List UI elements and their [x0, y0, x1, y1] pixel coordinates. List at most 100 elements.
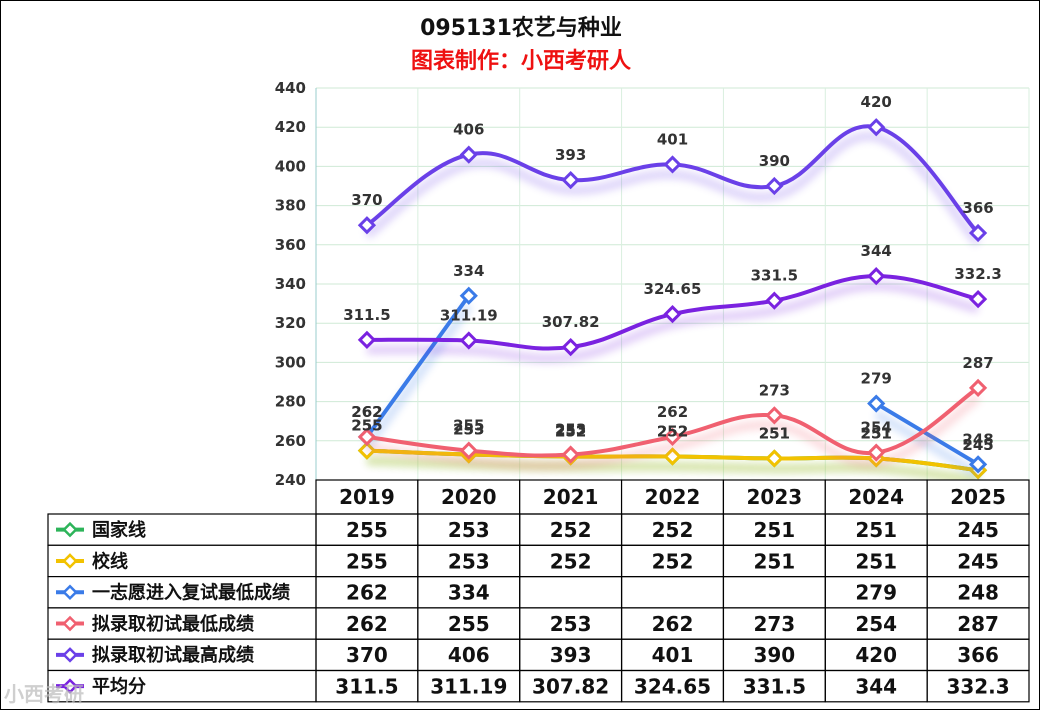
table-cell-value: 332.3 [946, 675, 1009, 699]
table-cell-value: 366 [957, 643, 999, 667]
table-cell-value: 252 [550, 549, 592, 573]
table-header-cell [315, 479, 419, 515]
legend-key-marker [62, 521, 78, 538]
table-cell-value: 279 [855, 581, 897, 605]
table-cell-value: 262 [652, 612, 694, 636]
table-cell-value: 344 [855, 675, 897, 699]
table-cell-value: 255 [448, 612, 490, 636]
data-point [867, 267, 886, 286]
x-tick-label: 2024 [848, 485, 904, 509]
legend-label: 拟录取初试最高成绩 [92, 644, 254, 666]
x-tick-label: 2021 [543, 485, 599, 509]
series-line-shadow [366, 281, 980, 364]
data-label: 251 [759, 424, 790, 442]
table-header-cell [926, 479, 1030, 515]
data-label: 279 [861, 370, 892, 388]
data-label: 252 [555, 422, 586, 440]
y-tick-label: 260 [275, 432, 306, 450]
legend-cell [47, 544, 317, 578]
data-label: 273 [759, 381, 790, 399]
legend-key-marker [62, 647, 78, 663]
chart-subtitle: 图表制作：小西考研人 [410, 49, 631, 74]
data-point [765, 406, 784, 425]
data-label: 420 [861, 93, 892, 111]
table-cell-value: 287 [957, 612, 999, 636]
data-label: 255 [351, 417, 382, 435]
y-tick-label: 420 [275, 118, 306, 136]
data-point [459, 331, 478, 350]
table-cell [519, 575, 623, 609]
table-header-cell [417, 479, 521, 515]
data-label: 262 [657, 403, 688, 421]
data-point [459, 145, 478, 164]
y-tick-label: 340 [275, 275, 306, 293]
legend-label: 平均分 [92, 676, 146, 698]
table-header-cell [824, 479, 928, 515]
data-point [867, 394, 886, 413]
data-label: 252 [657, 422, 688, 440]
table-cell-value: 390 [753, 643, 795, 667]
data-label: 254 [861, 419, 892, 437]
data-label: 248 [962, 430, 993, 448]
table-header-cell [722, 479, 826, 515]
data-point [968, 455, 988, 474]
data-point [765, 449, 784, 468]
table-cell-value: 253 [550, 612, 592, 636]
data-point [663, 155, 682, 174]
y-tick-label: 280 [275, 393, 306, 411]
data-label: 252 [555, 422, 586, 440]
table-cell [722, 575, 826, 609]
series-line-shadow [366, 394, 981, 471]
data-point [968, 378, 988, 398]
table-cell-value: 251 [753, 518, 795, 542]
data-point [459, 441, 478, 460]
data-label: 245 [962, 436, 993, 454]
data-point [968, 289, 988, 309]
table-cell-value: 255 [346, 549, 388, 573]
data-point [867, 118, 886, 137]
table-cell-value: 253 [448, 518, 490, 542]
legend-cell [47, 638, 317, 672]
series-4 [357, 118, 988, 247]
table-cell-value: 324.65 [634, 675, 711, 699]
y-tick-label: 400 [275, 157, 306, 175]
table-cell-value: 406 [448, 643, 490, 667]
data-label: 287 [962, 354, 993, 372]
data-point [357, 216, 377, 235]
legend-label: 一志愿进入复试最低成绩 [92, 582, 290, 604]
data-label: 245 [962, 436, 993, 454]
data-label: 406 [453, 121, 484, 139]
data-label: 332.3 [954, 265, 1001, 283]
y-tick-label: 360 [275, 236, 306, 254]
data-point [968, 223, 988, 243]
data-point [765, 291, 784, 310]
table-cell-value: 370 [346, 643, 388, 667]
table-cell-value: 251 [753, 549, 795, 573]
data-label: 401 [657, 130, 688, 148]
data-label: 253 [453, 421, 484, 439]
x-tick-label: 2022 [645, 485, 701, 509]
legend-label: 国家线 [92, 519, 146, 541]
data-label: 253 [555, 421, 586, 439]
data-point [663, 447, 682, 466]
data-table: 2019 2020 2021 2022 2023 2024 2025 国家线 255 253 252… [47, 479, 1030, 703]
data-label: 251 [861, 424, 892, 442]
watermark: 小西考研 [4, 682, 84, 706]
legend-key-marker [62, 615, 78, 632]
x-tick-label: 2019 [339, 485, 395, 509]
data-label: 251 [759, 424, 790, 442]
y-tick-label: 300 [275, 353, 306, 371]
series-layer [357, 118, 988, 485]
data-label: 331.5 [751, 267, 798, 285]
table-cell-value: 251 [855, 549, 897, 573]
table-cell-value: 252 [652, 518, 694, 542]
series-3 [357, 378, 988, 471]
series-line-shadow [364, 131, 982, 247]
x-tick-label: 2023 [747, 485, 803, 509]
data-label: 344 [861, 242, 892, 260]
table-cell-value: 401 [652, 643, 694, 667]
series-line [364, 293, 471, 439]
table-cell-value: 248 [957, 581, 999, 605]
